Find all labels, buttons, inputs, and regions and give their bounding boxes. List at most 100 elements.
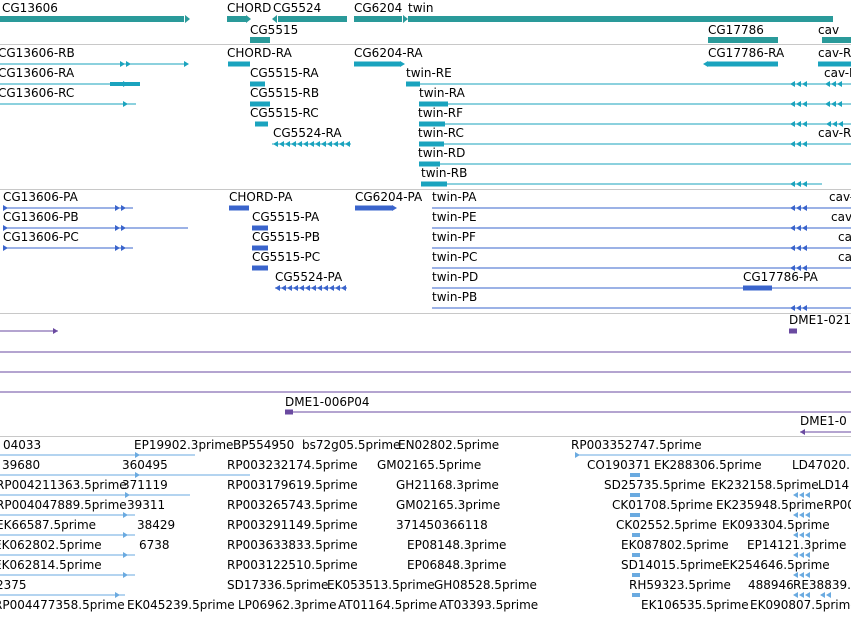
transcript-label[interactable]: twin-RC: [418, 126, 464, 140]
est-label[interactable]: EK66587.5prime: [0, 518, 97, 532]
est-label[interactable]: 04033: [3, 438, 42, 452]
est-label[interactable]: EK106535.5prime: [641, 598, 749, 612]
est-label[interactable]: 366118: [442, 518, 488, 532]
transcript-label[interactable]: twin-RF: [418, 106, 464, 120]
est-label[interactable]: EK087802.5prime: [621, 538, 729, 552]
est-label[interactable]: EK045239.5prime: [127, 598, 235, 612]
est-label[interactable]: SD17336.5prime: [227, 578, 329, 592]
est-label[interactable]: EK254646.5prime: [722, 558, 830, 572]
gene-label[interactable]: CG5515: [250, 23, 299, 37]
gene-label[interactable]: CHORD: [227, 1, 272, 15]
insertion-label[interactable]: DME1-006P04: [285, 395, 370, 409]
est-label[interactable]: GM02165.3prime: [396, 498, 501, 512]
est-label[interactable]: 371450: [396, 518, 442, 532]
est-label[interactable]: RP003352747.5prime: [571, 438, 702, 452]
transcript-label[interactable]: CG5524-RA: [273, 126, 342, 140]
protein-label[interactable]: CHORD-PA: [229, 190, 293, 204]
transcript-label[interactable]: CG6204-RA: [354, 46, 423, 60]
protein-label[interactable]: CG6204-PA: [355, 190, 423, 204]
est-label[interactable]: 2375: [0, 578, 27, 592]
est-label[interactable]: EK062814.5prime: [0, 558, 102, 572]
est-label[interactable]: SD25735.5prime: [604, 478, 706, 492]
est-label[interactable]: RP004211363.5prime: [0, 478, 127, 492]
est-label[interactable]: RP003122510.5prime: [227, 558, 358, 572]
est-label[interactable]: RP003232174.5prime: [227, 458, 358, 472]
est-label[interactable]: EK053513.5prime: [327, 578, 435, 592]
transcript-label[interactable]: CG5515-RB: [250, 86, 320, 100]
est-label[interactable]: AT03393.5prime: [439, 598, 539, 612]
transcript-label[interactable]: CG13606-RA: [0, 66, 75, 80]
est-label[interactable]: EK093304.5prime: [722, 518, 830, 532]
protein-label[interactable]: cav-PC: [838, 230, 851, 244]
transcript-label[interactable]: cav-RB: [818, 46, 851, 60]
insertion-label[interactable]: DME1-0: [800, 414, 847, 428]
protein-label[interactable]: twin-PD: [432, 270, 479, 284]
protein-label[interactable]: CG17786-PA: [743, 270, 818, 284]
est-label[interactable]: EK090807.5prime: [750, 598, 851, 612]
est-label[interactable]: RH59323.5prime: [629, 578, 731, 592]
insertion-label[interactable]: DME1-021: [789, 313, 851, 327]
protein-label[interactable]: twin-PF: [432, 230, 476, 244]
est-label[interactable]: EK288306.5prime: [654, 458, 762, 472]
est-label[interactable]: bs72g05.5prime: [302, 438, 401, 452]
protein-label[interactable]: CG13606-PA: [3, 190, 78, 204]
protein-label[interactable]: CG5515-PB: [252, 230, 321, 244]
est-label[interactable]: EK232158.5prime: [711, 478, 819, 492]
transcript-label[interactable]: CG13606-RB: [0, 46, 75, 60]
gene-label[interactable]: CG17786: [708, 23, 764, 37]
est-label[interactable]: GH21168.3prime: [396, 478, 499, 492]
est-label[interactable]: RP003179619.5prime: [227, 478, 358, 492]
est-label[interactable]: SD14015.5prime: [621, 558, 723, 572]
protein-label[interactable]: twin-PC: [432, 250, 478, 264]
gene-label[interactable]: twin: [408, 1, 434, 15]
est-label[interactable]: 39680: [2, 458, 41, 472]
est-label[interactable]: LD14: [818, 478, 850, 492]
protein-label[interactable]: CG5515-PA: [252, 210, 320, 224]
protein-label[interactable]: cav-PA: [829, 190, 851, 204]
protein-label[interactable]: twin-PE: [432, 210, 477, 224]
transcript-label[interactable]: cav-RA: [824, 66, 851, 80]
est-label[interactable]: EP19902.3prime: [134, 438, 234, 452]
est-label[interactable]: GM02165.5prime: [377, 458, 482, 472]
est-label[interactable]: CK02552.5prime: [616, 518, 717, 532]
est-label[interactable]: 488946: [748, 578, 794, 592]
gene-label[interactable]: CG13606: [2, 1, 58, 15]
transcript-label[interactable]: twin-RE: [406, 66, 452, 80]
est-label[interactable]: 39311: [127, 498, 166, 512]
est-label[interactable]: RP003265743.5prime: [227, 498, 358, 512]
est-label[interactable]: 6738: [139, 538, 170, 552]
est-label[interactable]: 38429: [137, 518, 176, 532]
transcript-label[interactable]: CHORD-RA: [227, 46, 292, 60]
est-label[interactable]: EP14121.3prime: [747, 538, 847, 552]
est-label[interactable]: EN02802.5prime: [398, 438, 500, 452]
est-label[interactable]: 371119: [122, 478, 168, 492]
est-label[interactable]: LP06962.3prime: [238, 598, 337, 612]
est-label[interactable]: RP00: [824, 498, 851, 512]
protein-label[interactable]: cav-PD: [838, 250, 851, 264]
protein-label[interactable]: twin-PA: [432, 190, 477, 204]
protein-label[interactable]: twin-PB: [432, 290, 478, 304]
transcript-label[interactable]: CG5515-RA: [250, 66, 319, 80]
protein-label[interactable]: CG5515-PC: [252, 250, 321, 264]
transcript-label[interactable]: CG17786-RA: [708, 46, 785, 60]
protein-label[interactable]: CG13606-PC: [3, 230, 79, 244]
transcript-label[interactable]: cav-RC: [818, 126, 851, 140]
protein-label[interactable]: CG5524-PA: [275, 270, 343, 284]
gene-label[interactable]: cav: [818, 23, 840, 37]
gene-label[interactable]: CG6204: [354, 1, 403, 15]
est-label[interactable]: EP06848.3prime: [407, 558, 507, 572]
est-label[interactable]: RP004047889.5prime: [0, 498, 127, 512]
est-label[interactable]: 360495: [122, 458, 168, 472]
est-label[interactable]: EP08148.3prime: [407, 538, 507, 552]
est-label[interactable]: CK01708.5prime: [612, 498, 713, 512]
est-label[interactable]: GH08528.5prime: [434, 578, 537, 592]
est-label[interactable]: RP003633833.5prime: [227, 538, 358, 552]
est-label[interactable]: RE38839.: [793, 578, 851, 592]
protein-label[interactable]: cav-PB: [831, 210, 851, 224]
transcript-label[interactable]: CG5515-RC: [250, 106, 319, 120]
gene-label[interactable]: CG5524: [273, 1, 322, 15]
est-label[interactable]: RP003291149.5prime: [227, 518, 358, 532]
est-label[interactable]: BP554950: [233, 438, 295, 452]
est-label[interactable]: RP004477358.5prime: [0, 598, 125, 612]
